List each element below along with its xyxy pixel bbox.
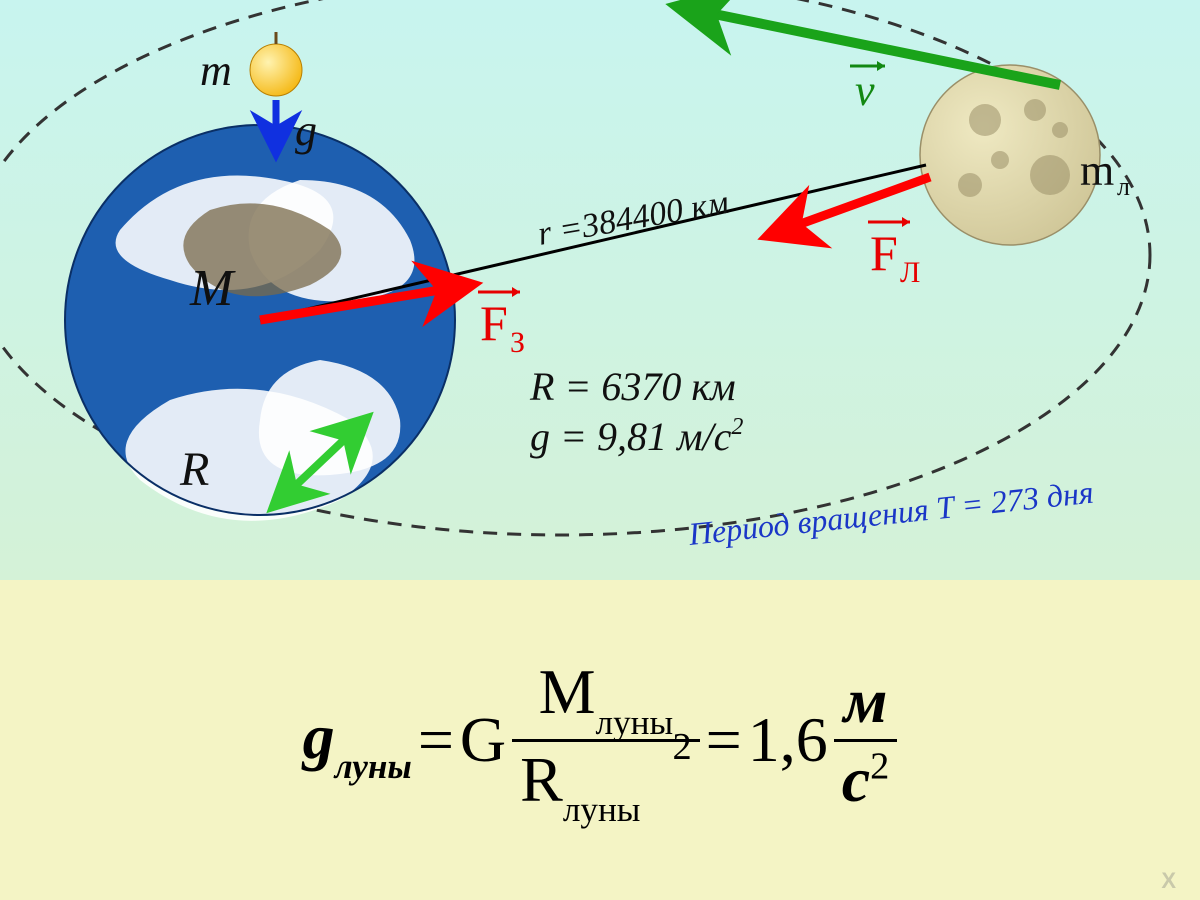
svg-text:Л: Л	[900, 256, 920, 289]
moon-icon	[920, 65, 1100, 245]
watermark: X	[1161, 868, 1190, 894]
diagram-panel: mgMRvmлFЗFЛr =384400 кмR = 6370 кмg = 9,…	[0, 0, 1200, 580]
svg-text:л: л	[1117, 172, 1130, 201]
svg-text:g: g	[295, 106, 317, 155]
fraction-units: м с2	[834, 667, 898, 812]
svg-text:F: F	[480, 295, 508, 351]
equals-1: =	[418, 703, 454, 777]
formula-panel: gлуны = G Mлуны Rлуны2 = 1,6 м с2	[0, 580, 1200, 900]
svg-text:g = 9,81 м/с2: g = 9,81 м/с2	[530, 414, 743, 459]
g-moon-var: gлуны	[303, 700, 412, 781]
equals-2: =	[706, 703, 742, 777]
svg-text:m: m	[1080, 146, 1114, 195]
svg-text:r =384400 км: r =384400 км	[535, 184, 731, 253]
earth-icon	[65, 125, 455, 521]
svg-text:F: F	[870, 225, 898, 281]
svg-text:З: З	[510, 326, 525, 359]
svg-text:m: m	[200, 46, 232, 95]
fraction-mass-radius: Mлуны Rлуны2	[512, 658, 700, 823]
svg-text:v: v	[855, 66, 875, 115]
G-constant: G	[460, 703, 506, 777]
svg-text:R = 6370 км: R = 6370 км	[529, 364, 736, 409]
svg-text:M: M	[189, 260, 236, 317]
diagram-svg: mgMRvmлFЗFЛr =384400 кмR = 6370 кмg = 9,…	[0, 0, 1200, 580]
f-moon-arrow	[770, 177, 930, 235]
apple-icon	[250, 32, 302, 96]
value-1-6: 1,6	[748, 703, 828, 777]
formula: gлуны = G Mлуны Rлуны2 = 1,6 м с2	[303, 658, 898, 823]
svg-text:R: R	[179, 443, 209, 496]
